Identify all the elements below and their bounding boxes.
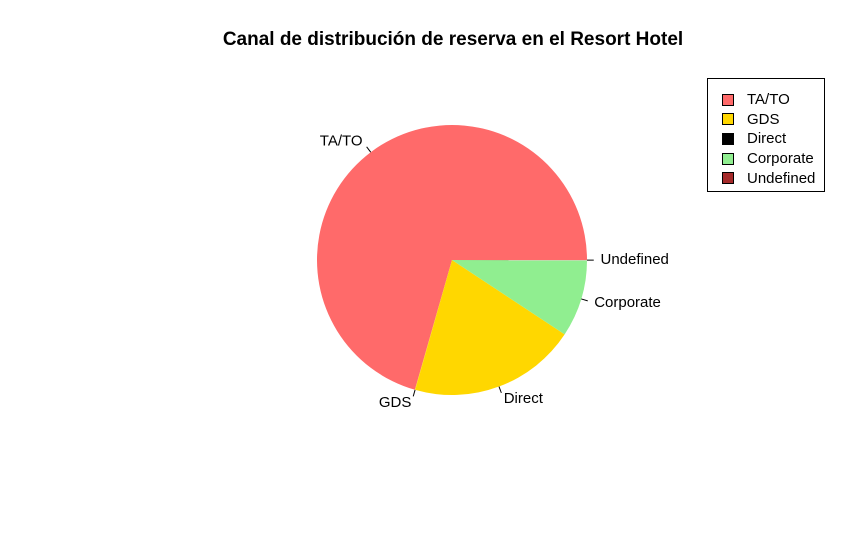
slice-label: Undefined <box>601 251 669 268</box>
legend-swatch <box>722 113 734 126</box>
slice-leader-line <box>581 298 588 302</box>
legend-label: GDS <box>747 110 780 128</box>
legend-entry-gds: GDS <box>708 110 824 130</box>
legend-entry-ta-to: TA/TO <box>708 90 824 110</box>
pie-slice-ta-to <box>316 124 587 390</box>
legend-entry-corporate: Corporate <box>708 149 824 169</box>
pie-slice-direct <box>415 260 565 396</box>
legend-swatch <box>722 172 734 185</box>
slice-label: TA/TO <box>320 132 363 149</box>
slice-label: Corporate <box>594 294 661 311</box>
legend-swatch <box>722 132 734 145</box>
legend-swatch <box>722 152 734 165</box>
legend-entry-direct: Direct <box>708 129 824 149</box>
slice-leader-line <box>498 386 502 394</box>
pie-slice-gds <box>414 260 452 390</box>
pie-slice-corporate <box>452 260 587 335</box>
slice-leader-line <box>366 146 372 153</box>
legend-label: Direct <box>747 130 787 148</box>
chart-title: Canal de distribución de reserva en el R… <box>222 29 684 50</box>
legend-label: Corporate <box>747 150 814 168</box>
legend-swatch <box>722 93 734 106</box>
legend-entry-undefined: Undefined <box>708 168 824 188</box>
legend-label: Undefined <box>747 169 816 187</box>
slice-label: GDS <box>379 394 412 411</box>
slice-leader-line <box>412 389 416 397</box>
legend: TA/TO GDS Direct Corporate Undefined <box>707 78 825 192</box>
legend-label: TA/TO <box>747 91 790 109</box>
slice-label: Direct <box>504 390 544 407</box>
